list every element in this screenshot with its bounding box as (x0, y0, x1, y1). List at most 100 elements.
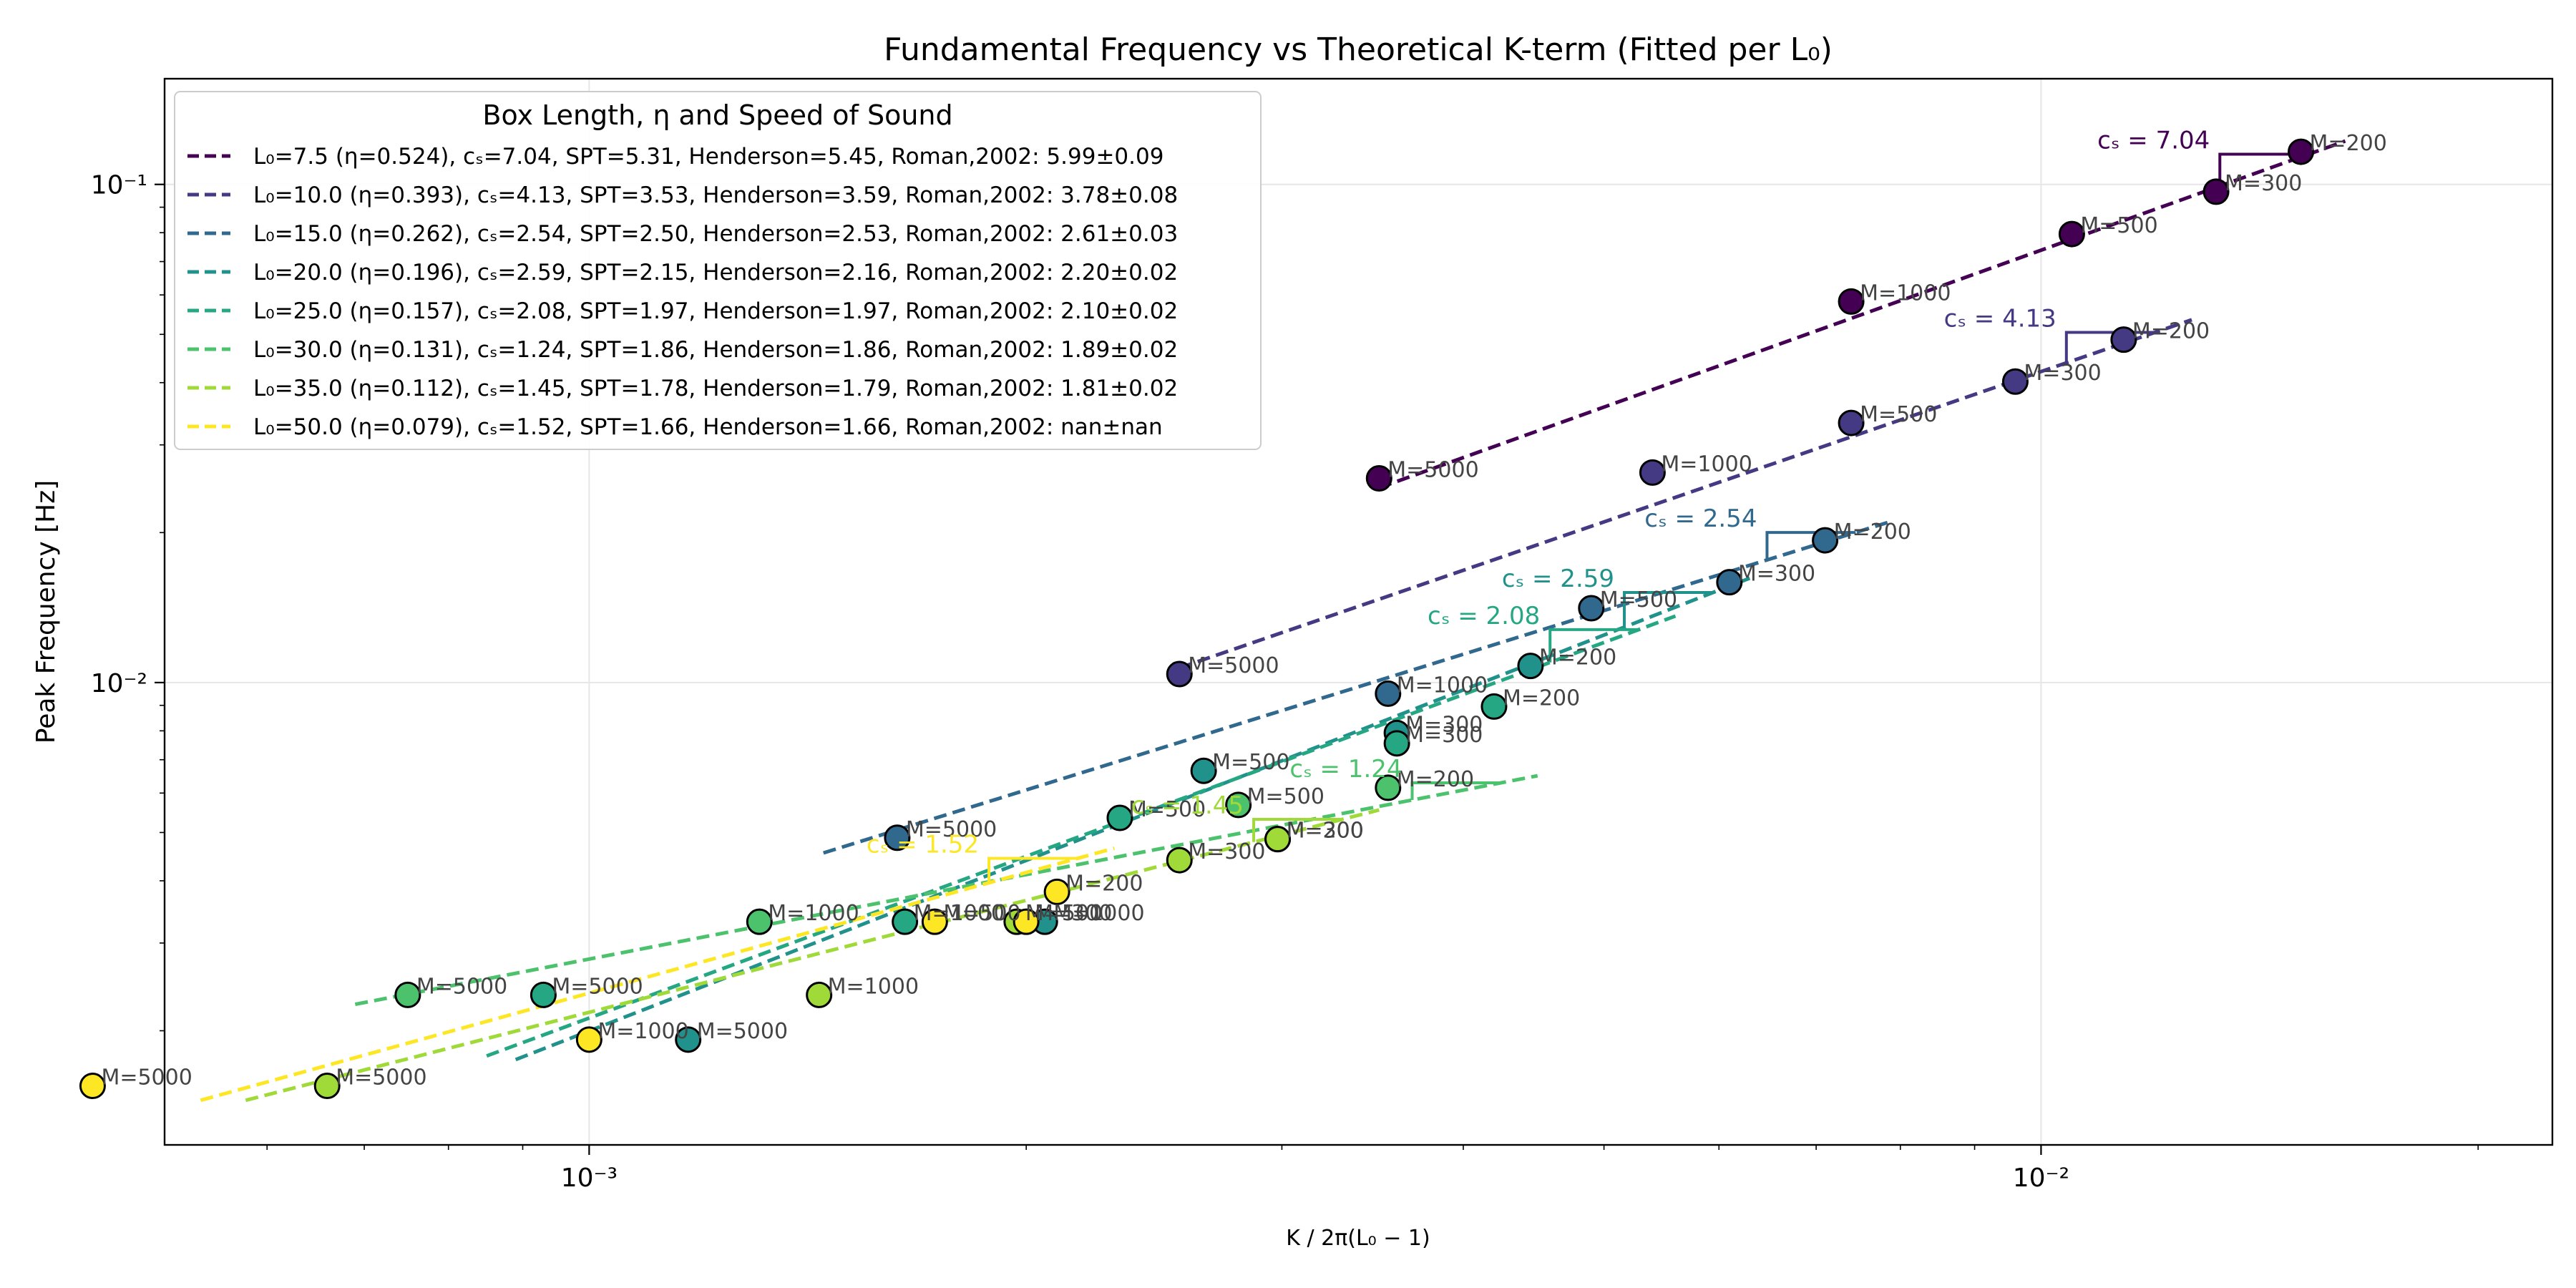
legend-entry-label: L₀=25.0 (η=0.157), cₛ=2.08, SPT=1.97, He… (253, 298, 1178, 324)
data-point (1639, 459, 1666, 486)
fit-line (1378, 139, 2346, 490)
point-label: M=200 (1397, 767, 1474, 792)
data-point (1375, 774, 1402, 801)
point-label: M=300 (1287, 819, 1364, 844)
point-labels: M=5000M=1000M=500M=300M=200M=5000M=1000M… (101, 131, 2386, 1090)
data-point (313, 1073, 341, 1100)
data-point (1013, 908, 1040, 935)
point-label: M=1000 (828, 974, 919, 999)
point-label: M=200 (1503, 686, 1580, 711)
x-tick-label: 10⁻³ (561, 1163, 618, 1193)
point-label: M=500 (1600, 587, 1677, 613)
legend-entry-label: L₀=10.0 (η=0.393), cₛ=4.13, SPT=3.53, He… (253, 182, 1178, 208)
data-point (1838, 409, 1865, 436)
point-label: M=500 (2080, 213, 2157, 238)
legend-entry-label: L₀=20.0 (η=0.196), cₛ=2.59, SPT=2.15, He… (253, 260, 1178, 286)
data-point (79, 1073, 106, 1100)
legend-entry-label: L₀=7.5 (η=0.524), cₛ=7.04, SPT=5.31, Hen… (253, 144, 1163, 170)
data-point (1106, 804, 1133, 831)
data-point (2288, 138, 2315, 165)
point-label: M=300 (1738, 562, 1815, 587)
data-point (1517, 653, 1544, 680)
data-point (806, 981, 833, 1008)
data-point (2001, 368, 2029, 395)
x-tick-label: 10⁻² (2013, 1163, 2069, 1193)
plot-frame (163, 77, 2554, 1146)
point-label: M=5000 (552, 974, 643, 999)
data-point (921, 908, 948, 935)
data-point (1812, 527, 1839, 554)
data-point (2058, 220, 2085, 248)
point-label: M=300 (2225, 171, 2302, 196)
data-points (79, 138, 2315, 1100)
legend-entries: L₀=7.5 (η=0.524), cₛ=7.04, SPT=5.31, Hen… (187, 144, 1178, 440)
data-point (1264, 826, 1292, 853)
point-label: M=200 (1065, 871, 1143, 896)
axis-ticks: 10⁻³ 10⁻² 10⁻² 10⁻¹ (91, 171, 2479, 1193)
point-label: M=300 (1188, 839, 1265, 864)
slope-label: cₛ = 2.59 (1502, 565, 1614, 593)
legend-title: Box Length, η and Speed of Sound (482, 99, 952, 131)
legend: Box Length, η and Speed of Sound L₀=7.5 … (174, 91, 1262, 450)
point-label: M=200 (1539, 645, 1616, 670)
point-label: M=5000 (906, 817, 997, 842)
data-point (1190, 757, 1217, 784)
legend-entry-label: L₀=15.0 (η=0.262), cₛ=2.54, SPT=2.50, He… (253, 221, 1178, 247)
chart-title: Fundamental Frequency vs Theoretical K-t… (884, 31, 1833, 68)
data-point (1225, 791, 1252, 819)
point-label: M=300 (2024, 361, 2101, 386)
point-label: M=500 (1212, 750, 1289, 775)
slope-label: cₛ = 2.08 (1428, 602, 1540, 630)
data-point (1480, 693, 1508, 720)
data-point (1166, 847, 1193, 874)
point-label: M=1000 (1053, 901, 1144, 926)
slope-label: cₛ = 7.04 (2097, 127, 2210, 155)
data-point (1716, 569, 1743, 596)
y-tick-label: 10⁻¹ (91, 171, 147, 200)
fit-line (200, 846, 1115, 1103)
point-label: M=5000 (697, 1019, 788, 1044)
y-axis-label: Peak Frequency [Hz] (31, 480, 61, 743)
slope-triangle (1548, 628, 1639, 663)
point-label: M=500 (1247, 784, 1324, 809)
point-label: M=1000 (1860, 280, 1951, 306)
fit-lines (200, 139, 2346, 1103)
slope-triangle (987, 857, 1078, 883)
point-label: M=300 (1405, 712, 1483, 737)
point-label: M=500 (1860, 402, 1937, 427)
data-point (892, 908, 919, 935)
point-label: M=5000 (1188, 653, 1279, 678)
data-point (575, 1026, 602, 1053)
slope-labels: cₛ = 7.04 cₛ = 4.13 cₛ = 2.54 cₛ = 2.59 cₛ =… (867, 127, 2210, 859)
data-point (394, 981, 421, 1008)
data-point (1166, 660, 1193, 688)
legend-box (174, 91, 1262, 450)
point-label: M=500 (1128, 797, 1206, 822)
data-point (1383, 730, 1410, 757)
point-label: M=5000 (416, 974, 507, 999)
point-label: M=1000 (768, 901, 859, 926)
point-label: M=300 (1035, 901, 1112, 926)
point-label: M=500 (1025, 901, 1103, 926)
data-point (1578, 595, 1605, 622)
y-tick-label: 10⁻² (91, 669, 147, 698)
fit-line (823, 519, 1893, 855)
fit-line (354, 774, 1538, 1006)
point-label: M=5000 (336, 1065, 426, 1091)
slope-triangles (987, 152, 2309, 883)
slope-label: cₛ = 1.52 (867, 831, 979, 859)
data-point (884, 824, 911, 852)
x-axis-label: K / 2π(L₀ − 1) (1286, 1226, 1430, 1251)
slope-triangle (1410, 781, 1501, 800)
point-label: M=200 (1287, 819, 1364, 844)
slope-label: cₛ = 4.13 (1944, 304, 2057, 333)
point-label: M=5000 (101, 1065, 192, 1091)
data-point (1043, 878, 1070, 905)
point-label: M=500 (943, 901, 1020, 926)
slope-label: cₛ = 1.45 (1131, 791, 1244, 820)
slope-triangle (1252, 818, 1342, 842)
slope-triangle (1623, 591, 1713, 628)
data-point (2110, 326, 2137, 353)
data-point (1838, 288, 1865, 315)
